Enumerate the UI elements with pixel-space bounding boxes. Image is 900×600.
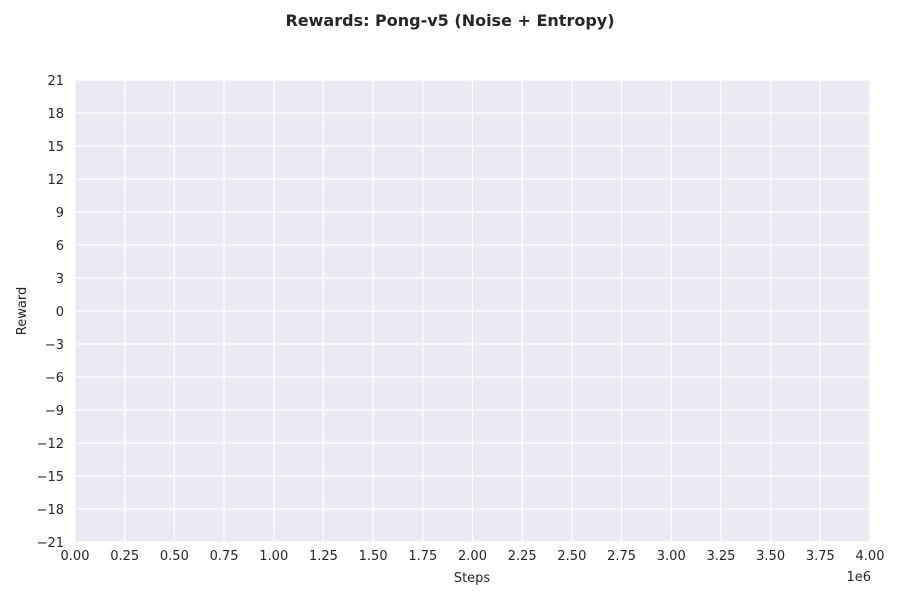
x-tick-label: 2.25 (508, 549, 537, 564)
x-tick-label: 0.75 (210, 549, 239, 564)
x-offset-label: 1e6 (846, 570, 871, 585)
y-tick-label: 18 (47, 107, 64, 122)
x-tick-label: 1.75 (408, 549, 437, 564)
y-tick-label: −21 (37, 536, 64, 551)
x-tick-label: 2.50 (557, 549, 586, 564)
x-tick-label: 0.00 (61, 549, 90, 564)
y-tick-label: −6 (45, 371, 64, 386)
y-tick-label: −9 (45, 404, 64, 419)
y-tick-label: −3 (45, 338, 64, 353)
x-tick-label: 3.50 (756, 549, 785, 564)
x-tick-label: 2.00 (458, 549, 487, 564)
y-axis-label: Reward (15, 287, 30, 335)
y-tick-label: −15 (37, 470, 64, 485)
x-tick-labels: 0.00 0.25 0.50 0.75 1.00 1.25 1.50 1.75 2.00 2.25… (61, 549, 885, 564)
x-tick-label: 1.00 (259, 549, 288, 564)
x-tick-label: 1.25 (309, 549, 338, 564)
x-axis-label: Steps (454, 571, 491, 586)
y-tick-label: 3 (56, 272, 64, 287)
x-tick-label: 2.75 (607, 549, 636, 564)
y-tick-label: 6 (56, 239, 64, 254)
y-tick-label: −12 (37, 437, 64, 452)
x-tick-label: 3.25 (706, 549, 735, 564)
x-tick-label: 0.25 (110, 549, 139, 564)
x-tick-label: 4.00 (856, 549, 885, 564)
y-tick-label: 9 (56, 206, 64, 221)
x-tick-label: 3.75 (806, 549, 835, 564)
y-tick-label: 15 (47, 140, 64, 155)
grid-lines (74, 79, 871, 543)
y-tick-labels: 21 18 15 12 9 6 3 0 −3 −6 −9 −12 −15 −18 −21 (37, 74, 64, 551)
y-tick-label: −18 (37, 503, 64, 518)
x-tick-label: 0.50 (160, 549, 189, 564)
y-tick-label: 12 (47, 173, 64, 188)
x-tick-label: 3.00 (657, 549, 686, 564)
x-tick-label: 1.50 (359, 549, 388, 564)
y-tick-label: 21 (47, 74, 64, 89)
y-tick-label: 0 (56, 305, 64, 320)
chart-title: Rewards: Pong-v5 (Noise + Entropy) (285, 11, 614, 30)
